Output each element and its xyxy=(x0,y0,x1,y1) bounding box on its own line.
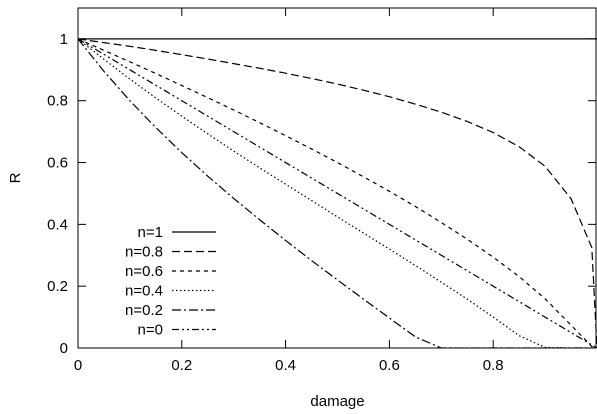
legend-label: n=0.2 xyxy=(125,302,163,319)
x-tick-label: 0.6 xyxy=(379,357,400,374)
x-tick-label: 0.8 xyxy=(483,357,504,374)
x-axis: 0 0.2 0.4 0.6 0.8 xyxy=(74,8,504,374)
plot-frame xyxy=(77,7,597,349)
legend-label: n=0.8 xyxy=(125,244,163,261)
x-tick-label: 0 xyxy=(74,357,82,374)
legend-label: n=0.4 xyxy=(125,283,163,300)
plot-area xyxy=(77,7,597,349)
series-line-n-0-2 xyxy=(78,38,597,348)
legend-label: n=0 xyxy=(138,322,163,339)
y-tick-label: 0.4 xyxy=(47,216,68,233)
series-line-n-0 xyxy=(78,38,597,348)
legend-label: n=1 xyxy=(138,224,163,241)
y-tick-label: 1 xyxy=(60,31,68,48)
x-axis-label: damage xyxy=(310,393,364,410)
series-line-n-0-6 xyxy=(78,38,597,348)
series-line-n-0-8 xyxy=(78,38,597,348)
series-layer xyxy=(78,38,597,348)
y-axis-label: R xyxy=(7,172,24,183)
legend: n=1 n=0.8 n=0.6 n=0.4 n=0.2 n=0 xyxy=(125,224,216,339)
x-tick-label: 0.2 xyxy=(171,357,192,374)
y-tick-label: 0.6 xyxy=(47,155,68,172)
y-tick-label: 0.8 xyxy=(47,93,68,110)
y-axis: 0 0.2 0.4 0.6 0.8 1 xyxy=(47,31,596,357)
y-tick-label: 0 xyxy=(60,340,68,357)
legend-label: n=0.6 xyxy=(125,263,163,280)
y-tick-label: 0.2 xyxy=(47,278,68,295)
x-tick-label: 0.4 xyxy=(275,357,296,374)
